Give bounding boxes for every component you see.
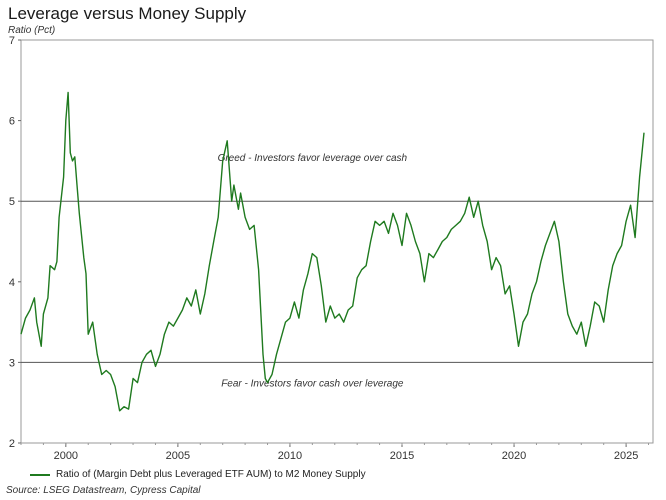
- x-tick-label: 2000: [54, 450, 78, 462]
- y-tick-label: 5: [9, 196, 15, 208]
- y-tick-label: 6: [9, 116, 15, 128]
- x-tick-label: 2020: [502, 450, 526, 462]
- x-tick-label: 2025: [614, 450, 638, 462]
- plot-frame: [20, 39, 654, 444]
- y-tick-label: 2: [9, 438, 15, 450]
- series-line: [20, 91, 645, 412]
- source-note: Source: LSEG Datastream, Cypress Capital: [6, 485, 201, 496]
- legend-label: Ratio of (Margin Debt plus Leveraged ETF…: [56, 469, 366, 480]
- legend-swatch: [30, 473, 50, 476]
- reference-annotation: Fear - Investors favor cash over leverag…: [221, 378, 404, 389]
- x-tick-label: 2005: [166, 450, 190, 462]
- legend: Ratio of (Margin Debt plus Leveraged ETF…: [30, 469, 366, 480]
- reference-annotation: Greed - Investors favor leverage over ca…: [218, 153, 408, 164]
- x-tick-label: 2015: [390, 450, 414, 462]
- y-tick-label: 7: [9, 35, 15, 47]
- y-tick-label: 4: [9, 277, 15, 289]
- x-tick-label: 2010: [278, 450, 302, 462]
- y-tick-label: 3: [9, 357, 15, 369]
- y-axis-label: Ratio (Pct): [8, 25, 56, 36]
- chart-title: Leverage versus Money Supply: [8, 4, 247, 23]
